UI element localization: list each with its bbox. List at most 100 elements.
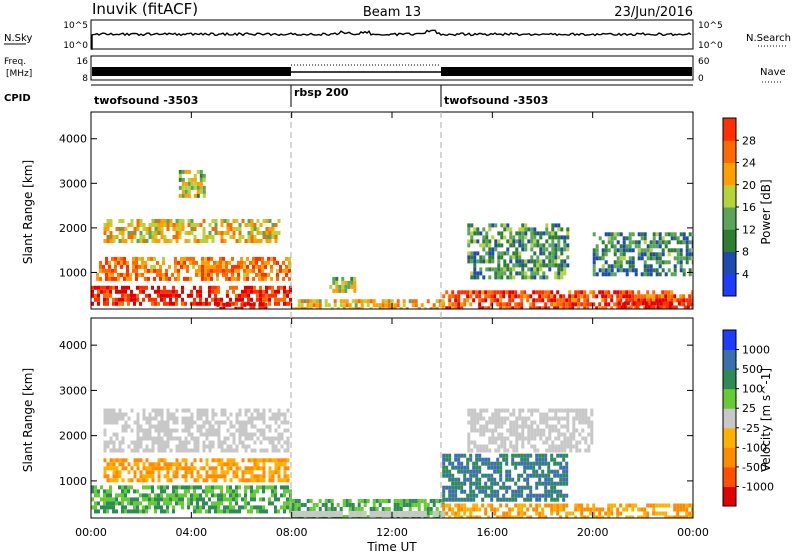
heatmap-cell xyxy=(530,243,534,248)
heatmap-cell xyxy=(204,268,207,273)
heatmap-cell xyxy=(181,448,185,453)
heatmap-cell xyxy=(682,515,686,518)
heatmap-cell xyxy=(175,293,178,298)
heatmap-cell xyxy=(442,457,446,462)
heatmap-cell xyxy=(208,424,212,429)
heatmap-cell xyxy=(659,301,663,306)
heatmap-cell xyxy=(285,256,288,261)
heatmap-cell xyxy=(154,231,158,235)
heatmap-cell xyxy=(559,515,563,518)
heatmap-cell xyxy=(417,307,421,309)
heatmap-cell xyxy=(136,462,140,467)
heatmap-cell xyxy=(476,428,480,433)
heatmap-cell xyxy=(157,289,160,294)
heatmap-cell xyxy=(148,297,151,302)
heatmap-cell xyxy=(175,289,178,294)
heatmap-cell xyxy=(108,268,111,273)
heatmap-cell xyxy=(493,294,497,299)
heatmap-cell xyxy=(268,466,272,471)
heatmap-cell xyxy=(220,485,223,490)
heatmap-cell xyxy=(460,481,464,486)
heatmap-cell xyxy=(229,424,233,429)
heatmap-cell xyxy=(571,302,575,307)
heatmap-cell xyxy=(271,485,274,490)
heatmap-cell xyxy=(259,474,263,479)
heatmap-cell xyxy=(252,260,255,265)
heatmap-cell xyxy=(111,272,114,277)
heatmap-cell xyxy=(432,511,436,517)
heatmap-cell xyxy=(226,219,230,223)
heatmap-cell xyxy=(511,294,515,299)
heatmap-cell xyxy=(175,466,179,471)
heatmap-cell xyxy=(217,432,221,437)
heatmap-cell xyxy=(360,307,364,309)
heatmap-cell xyxy=(548,263,552,268)
heatmap-cell xyxy=(655,298,659,303)
heatmap-cell xyxy=(485,267,489,272)
heatmap-cell xyxy=(520,511,524,516)
heatmap-cell xyxy=(201,260,204,265)
heatmap-cell xyxy=(568,306,572,309)
heatmap-cell xyxy=(438,511,442,515)
heatmap-cell xyxy=(509,255,513,260)
heatmap-cell xyxy=(553,489,557,494)
heatmap-cell xyxy=(448,477,452,482)
heatmap-cell xyxy=(222,264,225,269)
heatmap-cell xyxy=(553,302,557,307)
heatmap-cell xyxy=(294,499,298,503)
heatmap-cell xyxy=(220,458,224,463)
heatmap-cell xyxy=(544,461,548,466)
heatmap-cell xyxy=(619,294,623,299)
heatmap-cell xyxy=(261,302,265,307)
heatmap-cell xyxy=(213,260,216,265)
heatmap-cell xyxy=(682,507,686,512)
heatmap-cell xyxy=(488,420,492,425)
heatmap-cell xyxy=(556,497,560,502)
heatmap-cell xyxy=(524,243,528,248)
heatmap-cell xyxy=(550,302,554,307)
heatmap-cell xyxy=(172,470,176,475)
heatmap-cell xyxy=(229,497,232,502)
heatmap-cell xyxy=(658,264,662,269)
heatmap-cell xyxy=(688,294,692,299)
heatmap-cell xyxy=(592,264,596,269)
heatmap-cell xyxy=(130,289,133,294)
heatmap-cell xyxy=(484,306,488,309)
heatmap-cell xyxy=(348,499,352,503)
heatmap-cell xyxy=(280,444,284,449)
heatmap-cell xyxy=(562,481,566,486)
heatmap-cell xyxy=(277,424,281,429)
heatmap-cell xyxy=(463,507,467,512)
heatmap-cell xyxy=(193,297,196,302)
heatmap-cell xyxy=(235,444,239,449)
heatmap-cell xyxy=(488,436,492,441)
heatmap-cell xyxy=(157,458,161,463)
heatmap-cell xyxy=(685,515,689,518)
heatmap-cell xyxy=(631,302,635,307)
heatmap-cell xyxy=(241,297,244,302)
heatmap-cell xyxy=(473,239,477,244)
heatmap-cell xyxy=(154,239,158,243)
heatmap-cell xyxy=(482,408,486,413)
heatmap-cell xyxy=(569,440,573,445)
heatmap-cell xyxy=(679,256,683,261)
heatmap-cell xyxy=(261,260,264,265)
heatmap-cell xyxy=(470,420,474,425)
heatmap-cell xyxy=(616,232,620,237)
heatmap-cell xyxy=(494,436,498,441)
heatmap-cell xyxy=(463,503,467,508)
heatmap-cell xyxy=(133,470,137,475)
heatmap-cell xyxy=(631,290,635,295)
heatmap-cell xyxy=(354,307,358,309)
heatmap-cell xyxy=(175,501,178,506)
heatmap-cell xyxy=(628,236,632,241)
heatmap-cell xyxy=(557,263,561,268)
heatmap-cell xyxy=(265,293,268,298)
heatmap-cell xyxy=(247,289,250,294)
heatmap-cell xyxy=(441,307,445,309)
heatmap-cell xyxy=(181,497,184,502)
heatmap-cell xyxy=(109,420,113,425)
heatmap-cell xyxy=(124,497,127,502)
heatmap-cell xyxy=(202,424,206,429)
heatmap-cell xyxy=(619,264,623,269)
